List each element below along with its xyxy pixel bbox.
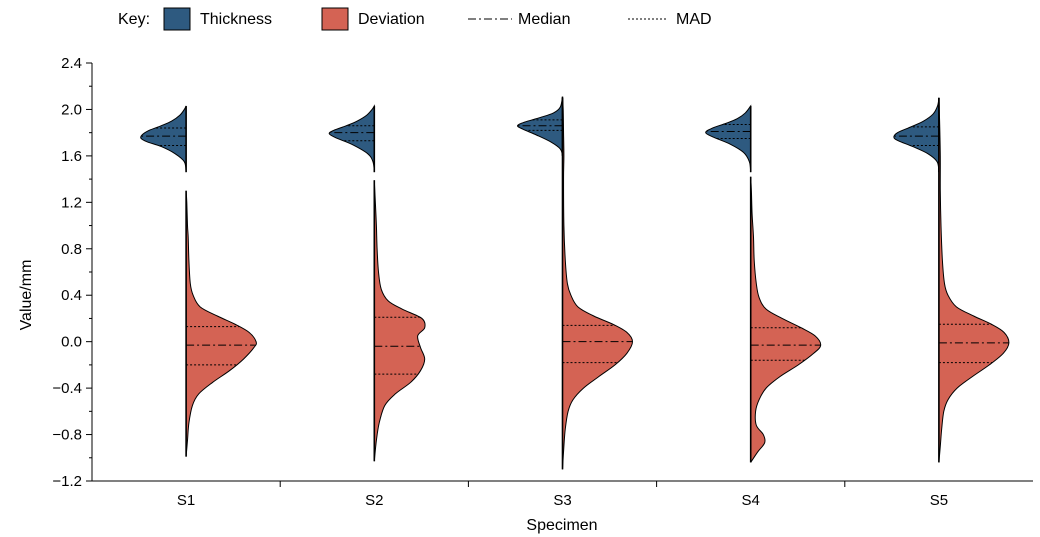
x-axis: S1 S2 S3 S4 S5 bbox=[92, 480, 1033, 509]
y-axis-title: Value/mm bbox=[18, 260, 35, 331]
y-tick-label: 1.6 bbox=[61, 148, 82, 165]
thickness-violin-s2 bbox=[328, 104, 375, 173]
legend-label-mad: MAD bbox=[676, 11, 712, 28]
y-tick-label: 1.2 bbox=[61, 194, 82, 211]
legend-label-deviation: Deviation bbox=[358, 11, 425, 28]
thickness-violin-s5 bbox=[893, 97, 940, 173]
plot-area bbox=[140, 96, 1010, 470]
thickness-violin-s4 bbox=[705, 104, 752, 173]
legend-item-deviation: Deviation bbox=[321, 7, 425, 31]
thickness-violin-s3 bbox=[517, 96, 563, 157]
x-axis-title: Specimen bbox=[526, 517, 597, 534]
y-tick-label: 0.4 bbox=[61, 287, 82, 304]
deviation-violin-s5 bbox=[938, 97, 1010, 463]
x-tick-label: S5 bbox=[930, 492, 948, 509]
thickness-violin-s1 bbox=[140, 105, 187, 173]
y-tick-label: 2.4 bbox=[61, 55, 82, 72]
x-tick-label: S4 bbox=[742, 492, 760, 509]
legend-swatch-thickness bbox=[163, 7, 191, 31]
legend-label-median: Median bbox=[518, 11, 570, 28]
y-tick-label: 2.0 bbox=[61, 101, 82, 118]
deviation-violin-s1 bbox=[185, 190, 257, 457]
y-tick-label: −1.2 bbox=[52, 473, 82, 490]
legend-item-median: Median bbox=[468, 11, 570, 28]
legend-item-thickness: Thickness bbox=[163, 7, 272, 31]
deviation-violin-s2 bbox=[373, 180, 426, 462]
legend: Key: Thickness Deviation Median MAD bbox=[118, 7, 712, 31]
x-tick-label: S3 bbox=[553, 492, 571, 509]
y-tick-label: 0.0 bbox=[61, 334, 82, 351]
legend-swatch-deviation bbox=[321, 7, 349, 31]
legend-key-label: Key: bbox=[118, 11, 150, 28]
y-tick-label: −0.8 bbox=[52, 427, 82, 444]
y-tick-label: −0.4 bbox=[52, 380, 82, 397]
y-tick-label: 0.8 bbox=[61, 241, 82, 258]
deviation-violin-s4 bbox=[750, 176, 822, 463]
legend-item-mad: MAD bbox=[628, 11, 712, 28]
legend-label-thickness: Thickness bbox=[200, 11, 272, 28]
x-tick-label: S2 bbox=[365, 492, 383, 509]
x-tick-label: S1 bbox=[177, 492, 195, 509]
y-axis: −1.2 −0.8 −0.4 0.0 0.4 0.8 1.2 1.6 2.0 2.4 bbox=[52, 55, 93, 490]
deviation-violin-s3 bbox=[562, 97, 634, 470]
